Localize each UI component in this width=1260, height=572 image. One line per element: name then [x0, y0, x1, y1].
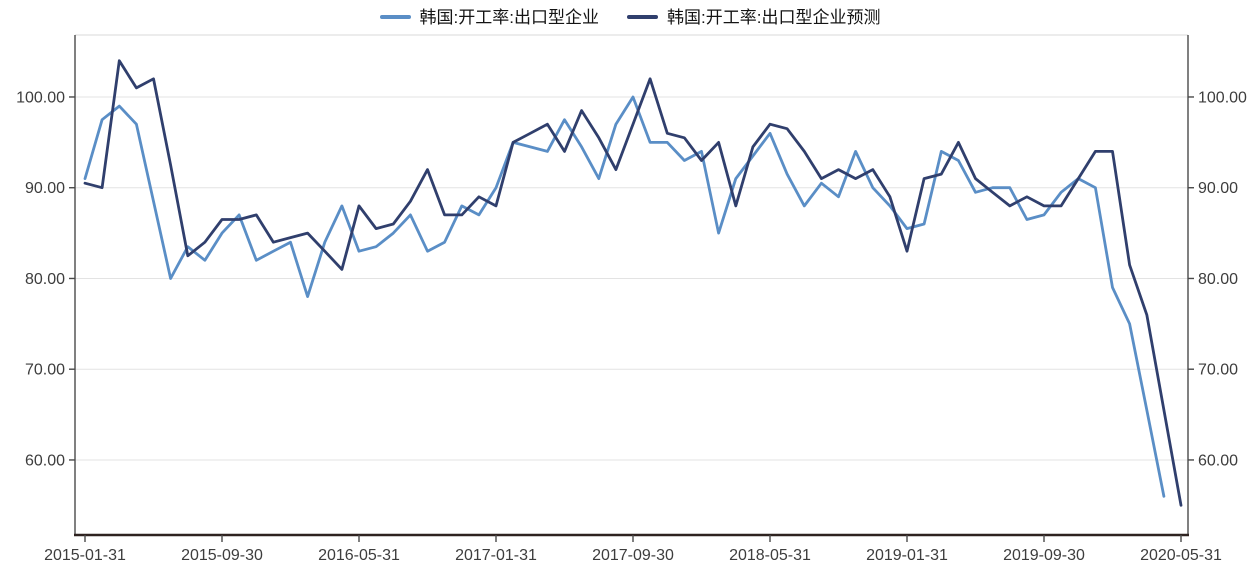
y-axis-label-right-100: 100.00	[1198, 89, 1247, 106]
x-axis-label-2019-09-30: 2019-09-30	[1003, 547, 1085, 564]
y-axis-label-right-90: 90.00	[1198, 180, 1238, 197]
series-line-forecast	[83, 59, 1183, 507]
x-axis-label-2015-01-31: 2015-01-31	[44, 547, 126, 564]
legend-line-swatch-actual	[379, 15, 411, 19]
x-axis-label-2019-01-31: 2019-01-31	[866, 547, 948, 564]
series-line-actual	[83, 95, 1166, 498]
y-axis-label-left-70: 70.00	[25, 362, 65, 379]
y-axis-label-left-100: 100.00	[16, 89, 65, 106]
y-axis-label-left-80: 80.00	[25, 271, 65, 288]
y-axis-label-right-80: 80.00	[1198, 271, 1238, 288]
chart-legend: 韩国:开工率:出口型企业 韩国:开工率:出口型企业预测	[0, 4, 1260, 30]
x-axis-label-2017-01-31: 2017-01-31	[455, 547, 537, 564]
legend-item-forecast[interactable]: 韩国:开工率:出口型企业预测	[627, 9, 880, 26]
legend-item-actual[interactable]: 韩国:开工率:出口型企业	[379, 7, 599, 27]
x-axis-label-2017-09-30: 2017-09-30	[592, 547, 674, 564]
x-axis-label-2016-05-31: 2016-05-31	[318, 547, 400, 564]
legend-label-actual: 韩国:开工率:出口型企业	[419, 7, 599, 27]
legend-label-forecast: 韩国:开工率:出口型企业预测	[667, 7, 881, 27]
y-axis-label-right-60: 60.00	[1198, 452, 1238, 469]
x-axis-label-2015-09-30: 2015-09-30	[181, 547, 263, 564]
y-axis-label-right-70: 70.00	[1198, 362, 1238, 379]
legend-line-swatch-forecast	[627, 15, 658, 19]
x-axis-label-2018-05-31: 2018-05-31	[729, 547, 811, 564]
y-axis-label-left-60: 60.00	[25, 452, 65, 469]
y-axis-label-left-90: 90.00	[25, 180, 65, 197]
x-axis-label-2020-05-31: 2020-05-31	[1140, 547, 1222, 564]
